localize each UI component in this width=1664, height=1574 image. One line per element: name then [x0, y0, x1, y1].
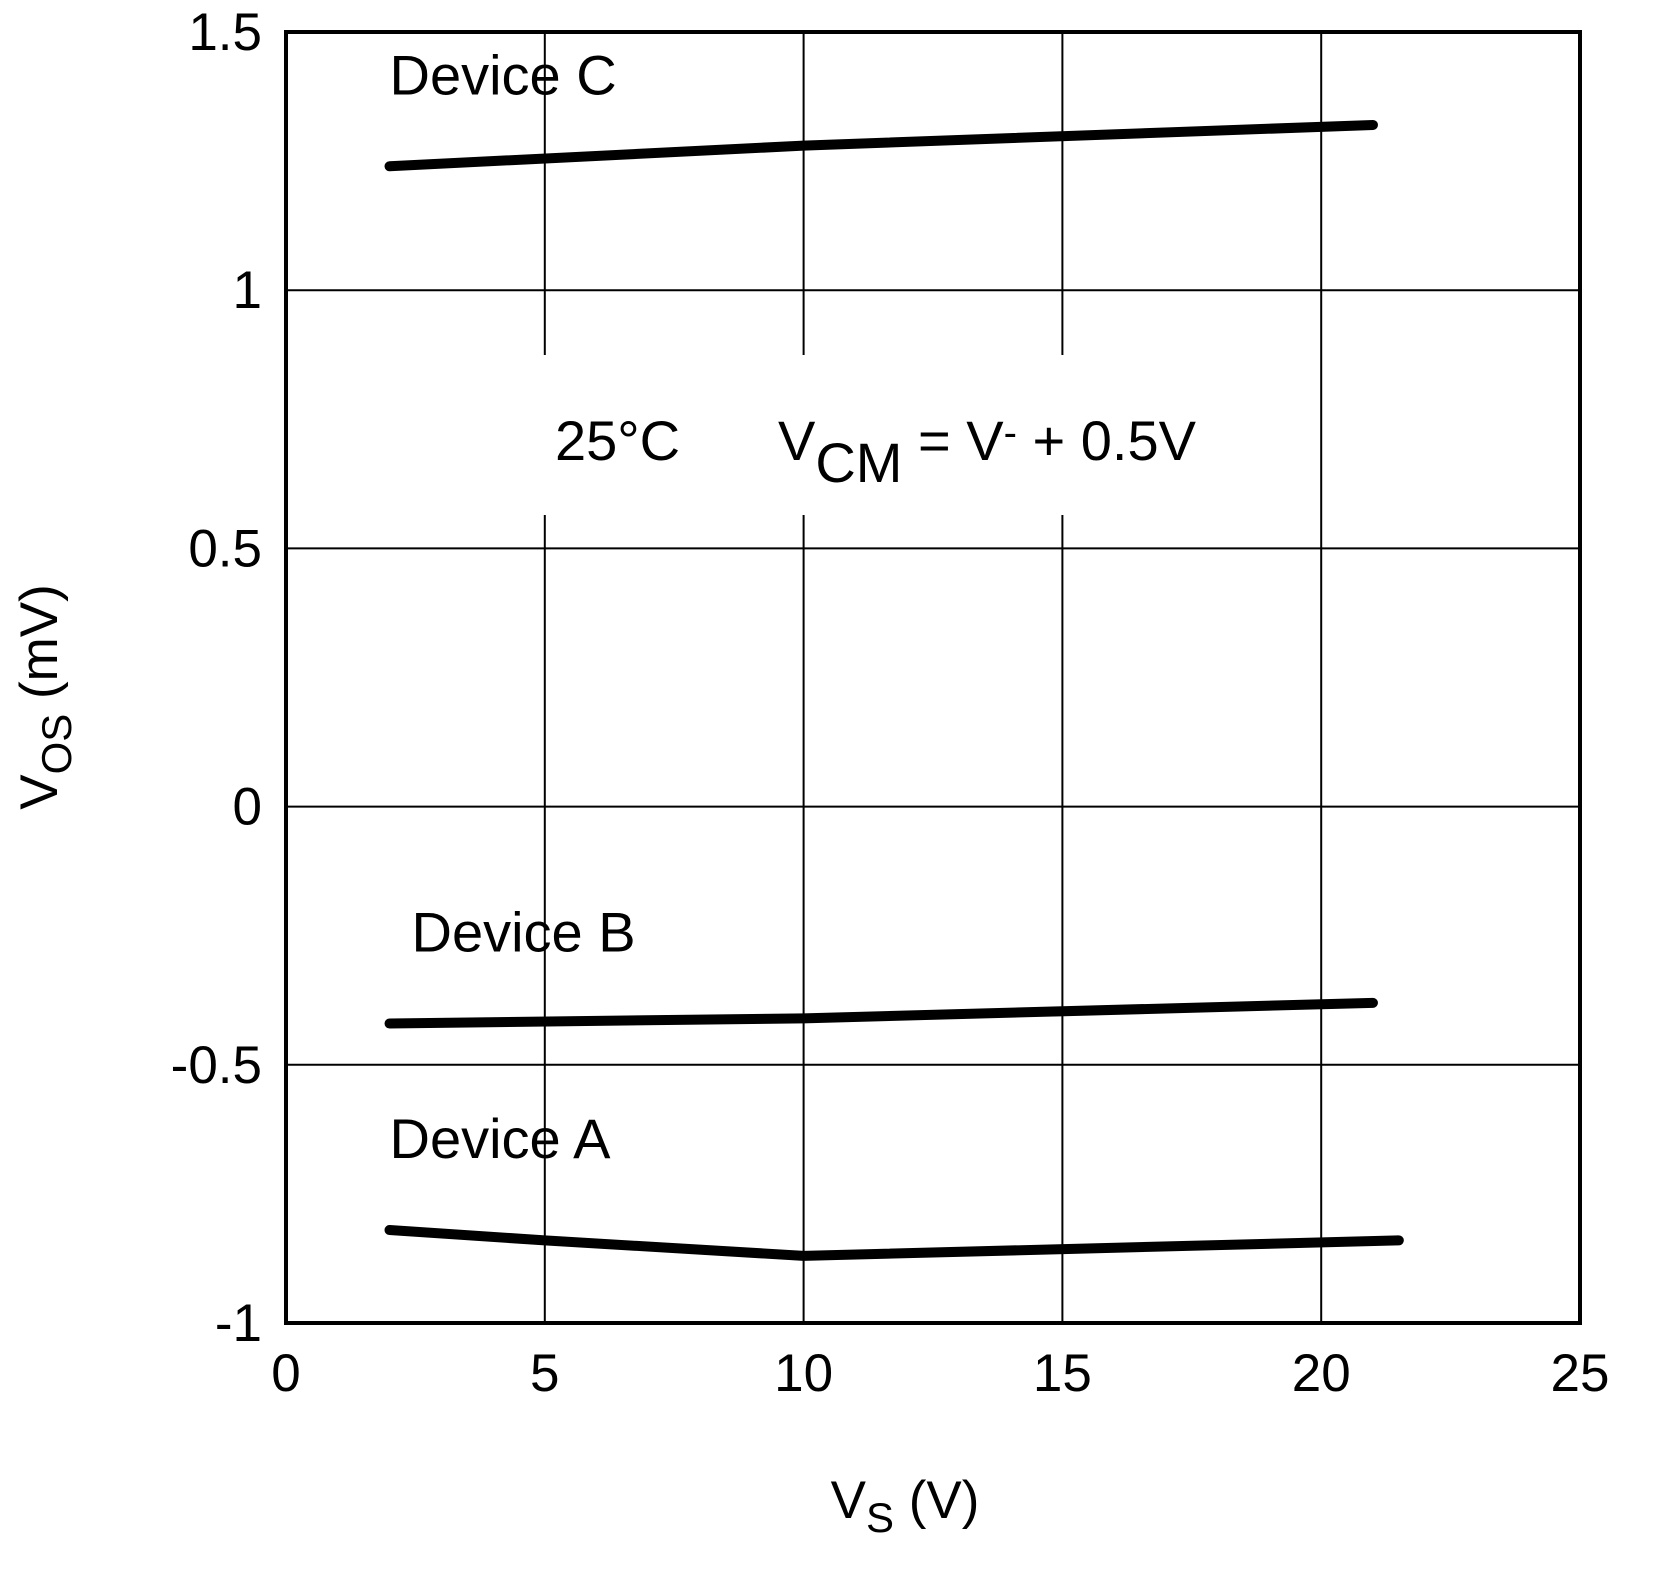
annotation-background — [520, 355, 1260, 515]
x-tick-label: 20 — [1292, 1344, 1351, 1403]
x-tick-label: 5 — [530, 1344, 559, 1403]
x-tick-label: 15 — [1033, 1344, 1092, 1403]
y-axis-label-sub: OS — [33, 714, 80, 775]
annotation-vcm-rest: = V — [902, 409, 1004, 472]
y-axis-label-unit: (mV) — [10, 584, 69, 714]
x-tick-label: 10 — [774, 1344, 833, 1403]
y-tick-label: 1.5 — [188, 3, 262, 62]
annotation-vcm: VCM = V- + 0.5V — [778, 409, 1197, 494]
y-tick-label: 0.5 — [188, 519, 262, 578]
x-axis-label-unit: (V) — [894, 1471, 979, 1530]
series-label-device-a: Device A — [390, 1107, 612, 1170]
series-label-device-c: Device C — [390, 43, 617, 106]
annotation-vcm-sup: - — [1004, 411, 1017, 455]
series-line-device-a — [384, 1225, 1404, 1261]
series-lines — [384, 119, 1404, 1261]
grid-lines — [286, 32, 1580, 1323]
y-tick-label: 0 — [233, 778, 262, 837]
x-axis-label-main: V — [831, 1471, 867, 1530]
series-line-device-c — [384, 119, 1378, 172]
annotation-vcm-tail: + 0.5V — [1017, 409, 1197, 472]
x-axis-label-sub: S — [866, 1494, 894, 1541]
y-axis-label: VOS (mV) — [10, 584, 80, 810]
x-axis-label: VS (V) — [831, 1471, 980, 1541]
plot-frame — [284, 30, 1582, 1325]
y-tick-label: -1 — [215, 1294, 262, 1353]
x-tick-label: 25 — [1551, 1344, 1610, 1403]
y-axis-label-main: V — [10, 774, 69, 810]
annotation-vcm-main: V — [778, 409, 816, 472]
tick-labels: 0 5 10 15 20 25 -1 -0.5 0 0.5 1 1.5 — [171, 3, 1610, 1403]
series-label-device-b: Device B — [412, 900, 636, 963]
y-tick-label: 1 — [233, 261, 262, 320]
annotation-temperature: 25°C — [555, 409, 680, 472]
annotation-vcm-sub: CM — [815, 431, 902, 494]
x-tick-label: 0 — [271, 1344, 300, 1403]
series-labels: Device C Device B Device A — [390, 43, 636, 1170]
series-line-device-b — [384, 997, 1378, 1029]
y-tick-label: -0.5 — [171, 1036, 262, 1095]
